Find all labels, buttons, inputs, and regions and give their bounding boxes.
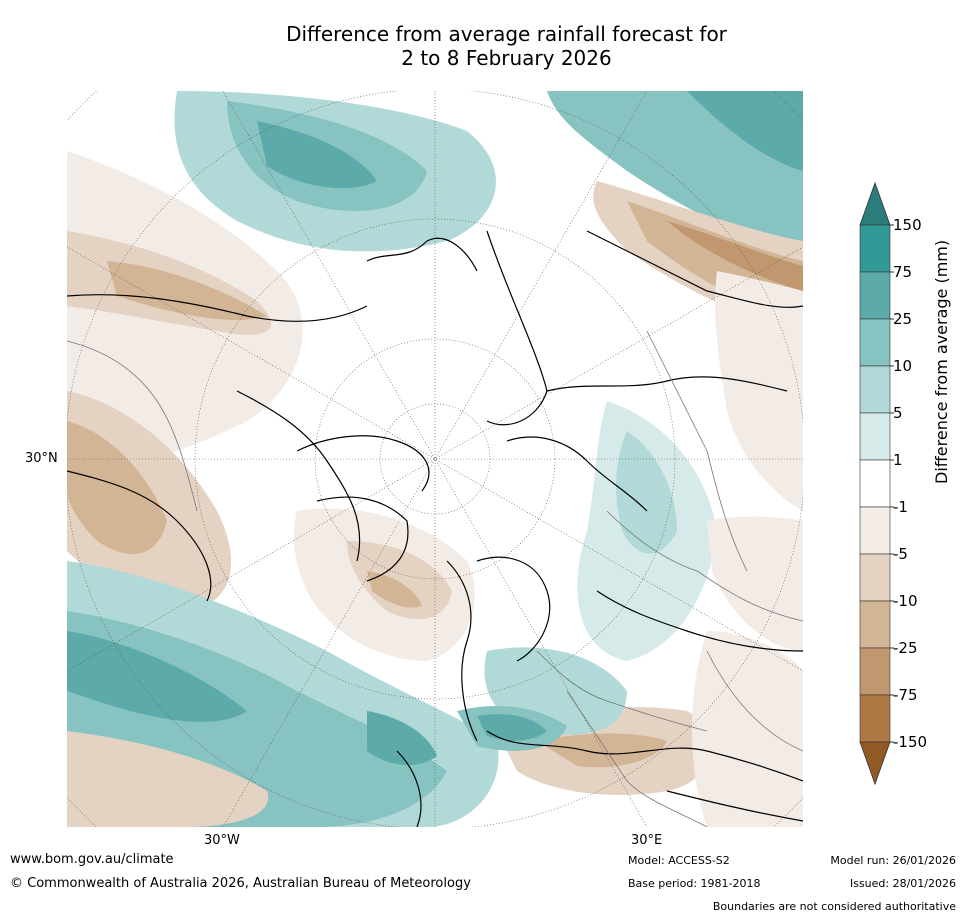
colorbar-box — [859, 318, 891, 367]
model-text: Model: ACCESS-S2 — [628, 854, 730, 867]
colorbar-arrow-top — [859, 181, 891, 226]
issued-text: Issued: 28/01/2026 — [849, 877, 956, 890]
colorbar-tick-label: -1 — [893, 498, 908, 516]
chart-title: Difference from average rainfall forecas… — [0, 22, 965, 70]
colorbar-label: Difference from average (mm) — [932, 239, 951, 484]
colorbar-tick-label: 25 — [893, 310, 912, 328]
colorbar-tick-label: -150 — [893, 733, 927, 751]
colorbar-tick-label: 10 — [893, 357, 912, 375]
colorbar-box — [859, 365, 891, 414]
title-line-1: Difference from average rainfall forecas… — [286, 22, 727, 46]
colorbar-box — [859, 506, 891, 555]
colorbar-box — [859, 224, 891, 273]
lon-label-30e: 30°E — [631, 833, 663, 848]
colorbar-tick-label: -5 — [893, 545, 908, 563]
colorbar-tick-label: -10 — [893, 592, 918, 610]
rainfall-anomaly-fields — [67, 91, 803, 827]
lon-label-30w: 30°W — [204, 833, 240, 848]
polar-map[interactable] — [67, 91, 803, 827]
colorbar-tick-label: 150 — [893, 216, 922, 234]
colorbar-box — [859, 553, 891, 602]
base-period-text: Base period: 1981-2018 — [628, 877, 761, 890]
colorbar-box — [859, 694, 891, 743]
colorbar-arrow-bottom — [859, 741, 891, 786]
colorbar-tick-label: -25 — [893, 639, 918, 657]
country-boundaries — [67, 330, 803, 827]
coastlines — [67, 230, 803, 827]
copyright-text: © Commonwealth of Australia 2026, Austra… — [10, 876, 471, 891]
graticule — [67, 91, 803, 827]
title-line-2: 2 to 8 February 2026 — [401, 46, 612, 70]
colorbar-box — [859, 647, 891, 696]
colorbar: 150 75 25 10 5 1 -1 -5 -10 -25 -75 -150 — [859, 181, 927, 786]
colorbar-box — [859, 600, 891, 649]
colorbar-boxes — [859, 181, 891, 786]
colorbar-box — [859, 412, 891, 461]
colorbar-tick-label: 1 — [893, 451, 903, 469]
colorbar-box — [859, 459, 891, 508]
lat-label-30n: 30°N — [25, 451, 58, 466]
boundaries-note: Boundaries are not considered authoritat… — [712, 900, 956, 913]
colorbar-box — [859, 271, 891, 320]
colorbar-tick-label: -75 — [893, 686, 918, 704]
colorbar-tick-label: 75 — [893, 263, 912, 281]
model-run-text: Model run: 26/01/2026 — [830, 854, 956, 867]
colorbar-tick-label: 5 — [893, 404, 903, 422]
colorbar-ticks: 150 75 25 10 5 1 -1 -5 -10 -25 -75 -150 — [890, 216, 927, 751]
website-link[interactable]: www.bom.gov.au/climate — [10, 852, 174, 867]
